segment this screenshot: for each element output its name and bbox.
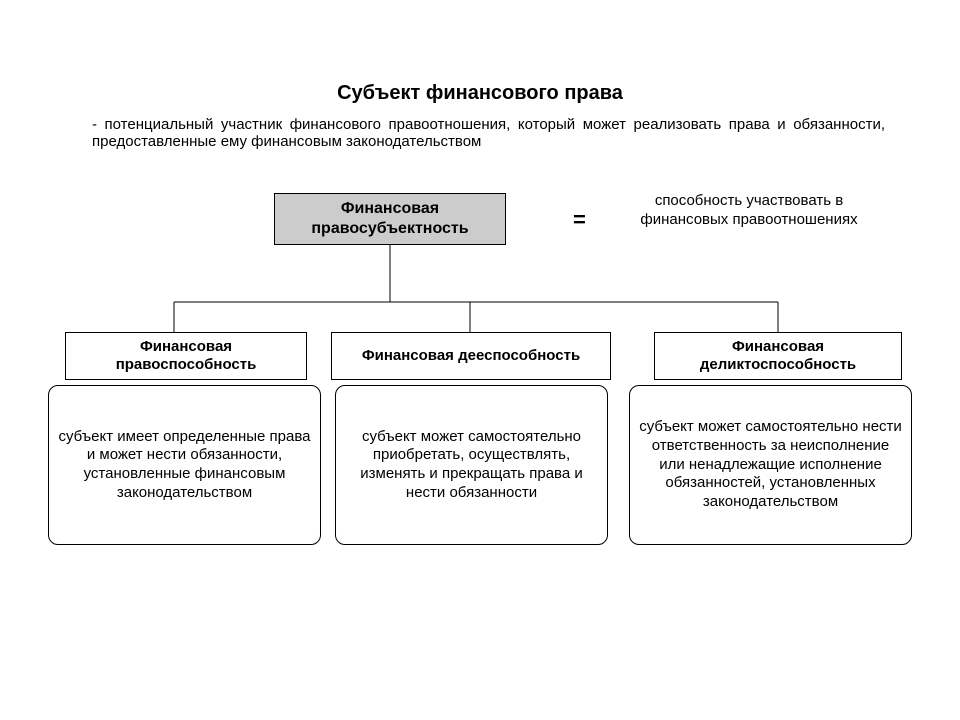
column-header-pravosposobnost: Финансовая правоспособность	[65, 332, 307, 380]
diagram-subtitle: - потенциальный участник финансового пра…	[92, 116, 885, 150]
diagram-title: Субъект финансового права	[0, 82, 960, 105]
column-body-deliktosposobnost: субъект может самостоятельно нести ответ…	[629, 385, 912, 545]
diagram-canvas: Субъект финансового права - потенциальны…	[0, 0, 960, 720]
column-body-pravosposobnost: субъект имеет определенные права и может…	[48, 385, 321, 545]
root-node: Финансовая правосубъектность	[274, 193, 506, 245]
column-body-deesposobnost: субъект может самостоятельно приобретать…	[335, 385, 608, 545]
root-definition: способность участвовать в финансовых пра…	[640, 192, 858, 230]
equals-sign: =	[573, 207, 586, 233]
column-header-deesposobnost: Финансовая дееспособность	[331, 332, 611, 380]
column-header-deliktosposobnost: Финансовая деликтоспособность	[654, 332, 902, 380]
